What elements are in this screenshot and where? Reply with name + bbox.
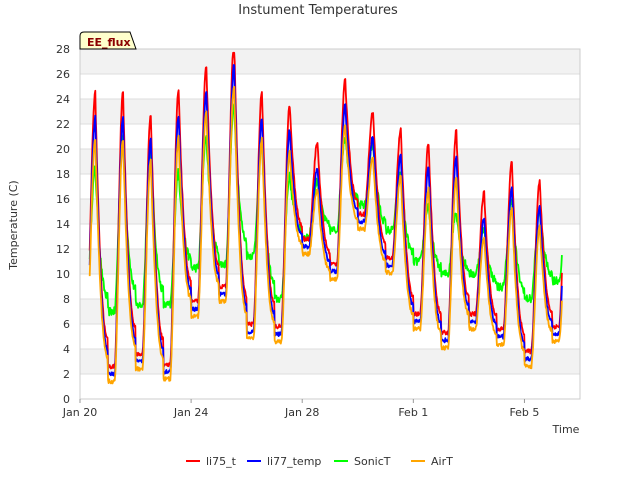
series-line-AirT	[88, 85, 563, 385]
x-axis-label: Time	[552, 423, 580, 436]
grid-band	[80, 149, 580, 174]
y-tick-label: 12	[56, 243, 70, 256]
y-tick-label: 4	[63, 343, 70, 356]
grid-band	[80, 49, 580, 74]
series-lines	[88, 51, 563, 385]
y-tick-label: 22	[56, 118, 70, 131]
x-tick-label: Feb 1	[398, 406, 428, 419]
grid-band	[80, 199, 580, 224]
y-tick-label: 10	[56, 268, 70, 281]
y-tick-label: 20	[56, 143, 70, 156]
grid-band	[80, 99, 580, 124]
x-tick-label: Jan 28	[284, 406, 319, 419]
x-tick-label: Jan 20	[62, 406, 97, 419]
x-tick-label: Feb 5	[509, 406, 539, 419]
legend-label-AirT: AirT	[431, 455, 453, 468]
badge-shape	[79, 31, 137, 50]
legend-label-li75_t: li75_t	[206, 455, 237, 468]
y-tick-label: 24	[56, 93, 70, 106]
badge: EE_flux	[79, 31, 137, 50]
y-tick-label: 2	[63, 368, 70, 381]
y-axis-label: Temperature (C)	[7, 180, 20, 270]
y-tick-label: 16	[56, 193, 70, 206]
x-tick-label: Jan 24	[173, 406, 208, 419]
series-line-li77_temp	[88, 64, 563, 377]
badge-label: EE_flux	[87, 36, 131, 49]
series-line-li75_t	[88, 51, 563, 370]
y-tick-label: 28	[56, 43, 70, 56]
y-tick-label: 0	[63, 393, 70, 406]
chart-title: Instument Temperatures	[238, 3, 398, 18]
grid-band	[80, 349, 580, 374]
y-tick-label: 6	[63, 318, 70, 331]
legend-label-SonicT: SonicT	[354, 455, 391, 468]
y-tick-label: 14	[56, 218, 70, 231]
legend-label-li77_temp: li77_temp	[267, 455, 321, 468]
y-tick-label: 8	[63, 293, 70, 306]
x-axis-ticks: Jan 20 Jan 24 Jan 28 Feb 1 Feb 5	[62, 399, 539, 419]
series-line-SonicT	[88, 103, 563, 317]
legend: li75_t li77_temp SonicT AirT	[186, 455, 453, 468]
plot-border	[79, 48, 581, 400]
y-tick-label: 18	[56, 168, 70, 181]
y-tick-label: 26	[56, 68, 70, 81]
